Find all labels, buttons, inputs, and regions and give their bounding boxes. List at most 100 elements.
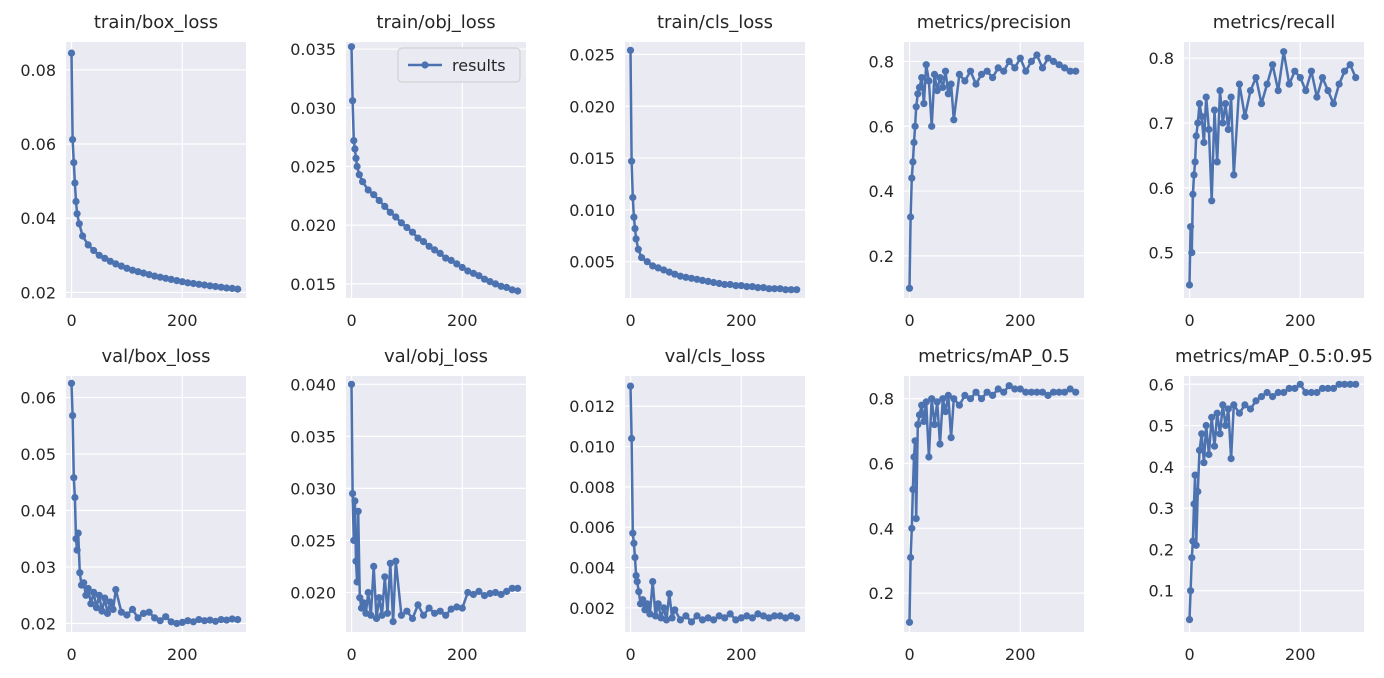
x-tick-label: 200 — [447, 311, 478, 330]
data-point — [67, 49, 76, 57]
y-tick-label: 0.06 — [20, 135, 56, 154]
data-point — [643, 258, 651, 266]
y-tick-label: 0.010 — [569, 201, 615, 220]
data-point — [1246, 405, 1255, 413]
data-point — [349, 490, 357, 498]
data-point — [1000, 388, 1008, 396]
data-point — [1302, 388, 1310, 397]
chart-title: metrics/recall — [1213, 12, 1335, 33]
data-point — [486, 589, 494, 598]
x-tick-label: 0 — [904, 645, 914, 664]
data-point — [178, 278, 186, 286]
data-point — [1341, 67, 1349, 75]
data-point — [1194, 488, 1202, 496]
data-point — [922, 61, 930, 69]
data-point — [676, 616, 685, 624]
data-point — [698, 276, 707, 284]
data-point — [743, 612, 751, 620]
data-point — [372, 614, 381, 623]
data-point — [117, 608, 125, 616]
data-point — [389, 618, 397, 626]
data-point — [908, 524, 916, 532]
data-point — [101, 594, 109, 602]
data-point — [228, 284, 236, 292]
data-point — [189, 279, 197, 288]
data-point — [1210, 106, 1219, 114]
data-point — [1352, 380, 1360, 388]
x-tick-label: 200 — [726, 645, 757, 664]
x-tick-label: 0 — [904, 311, 914, 330]
data-point — [72, 535, 80, 543]
data-point — [71, 179, 79, 187]
data-point — [1257, 100, 1266, 108]
data-point — [414, 601, 422, 609]
data-point — [112, 586, 120, 594]
data-point — [386, 208, 394, 216]
data-point — [1230, 401, 1238, 409]
data-point — [151, 272, 159, 280]
data-point — [1198, 112, 1206, 121]
data-point — [73, 210, 81, 218]
data-point — [1027, 388, 1035, 396]
data-point — [787, 612, 795, 620]
data-point — [972, 80, 980, 88]
data-point — [1324, 87, 1332, 95]
x-tick-label: 0 — [1184, 311, 1194, 330]
data-point — [1192, 132, 1200, 140]
data-point — [665, 590, 673, 598]
data-point — [383, 609, 392, 617]
data-point — [668, 614, 676, 622]
data-point — [1188, 249, 1196, 257]
data-point — [167, 618, 175, 626]
data-point — [425, 604, 433, 612]
y-tick-label: 0.05 — [20, 445, 56, 464]
data-point — [939, 395, 947, 403]
data-point — [359, 178, 367, 186]
data-point — [1216, 87, 1224, 95]
data-point — [1341, 380, 1349, 388]
data-point — [671, 606, 679, 614]
data-point — [950, 116, 958, 124]
data-point — [1190, 171, 1198, 179]
data-point — [737, 614, 745, 622]
data-point — [721, 614, 729, 622]
data-point — [431, 246, 439, 254]
data-point — [123, 264, 131, 272]
data-point — [1192, 541, 1200, 549]
data-point — [649, 262, 657, 270]
y-tick-label: 0.06 — [20, 388, 56, 407]
data-point — [1044, 54, 1052, 62]
y-tick-label: 0.8 — [869, 52, 894, 71]
data-point — [754, 610, 762, 618]
data-point — [156, 273, 164, 281]
data-point — [72, 197, 80, 206]
data-point — [787, 286, 795, 294]
data-point — [469, 269, 477, 277]
chart-title: val/box_loss — [101, 346, 210, 367]
data-point — [631, 553, 639, 562]
data-point — [665, 268, 673, 276]
data-point — [508, 286, 516, 294]
data-point — [1213, 158, 1221, 166]
y-tick-label: 0.005 — [569, 253, 615, 272]
data-point — [378, 611, 386, 619]
y-tick-label: 0.6 — [869, 117, 894, 136]
data-point — [915, 411, 924, 419]
data-point — [1216, 430, 1224, 438]
data-point — [353, 578, 361, 586]
data-point — [1066, 67, 1074, 75]
data-point — [414, 234, 422, 242]
data-point — [1329, 384, 1338, 392]
y-tick-label: 0.5 — [1149, 244, 1174, 263]
y-tick-label: 0.7 — [1149, 114, 1174, 133]
data-point — [1352, 74, 1360, 82]
chart-panel: 0.015 0.020 0.025 0.030 0.035 0 200 train/obj_l… — [290, 12, 526, 330]
y-tick-label: 0.02 — [20, 283, 56, 302]
data-point — [908, 174, 916, 182]
data-point — [989, 391, 997, 399]
y-tick-label: 0.08 — [20, 61, 56, 80]
data-point — [223, 616, 231, 624]
data-point — [1274, 388, 1282, 397]
data-point — [352, 154, 360, 162]
